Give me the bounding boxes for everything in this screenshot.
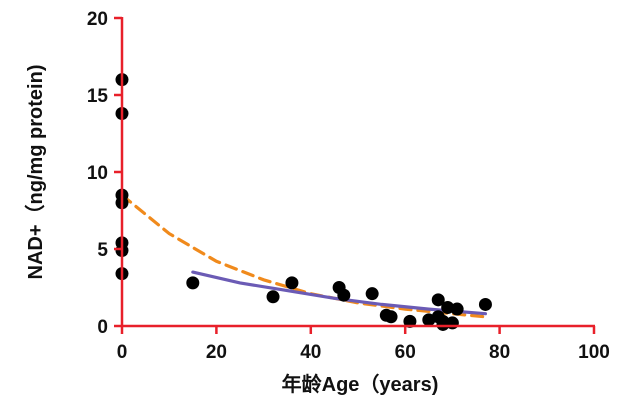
y-axis-ticks: 0 5 10 15 20 (87, 9, 122, 338)
data-point (445, 316, 459, 330)
data-point (478, 297, 492, 311)
y-tick-label: 5 (97, 240, 108, 261)
data-point (285, 276, 299, 290)
fit-curve-solid (191, 270, 487, 316)
data-point (365, 287, 379, 301)
x-tick-label: 60 (395, 342, 416, 363)
data-point (384, 310, 398, 324)
y-axis-title: NAD+（ng/mg protein) (24, 65, 47, 280)
x-tick-label: 20 (206, 342, 227, 363)
data-point (337, 288, 351, 302)
x-axis-ticks: 0 20 40 60 80 100 (117, 326, 610, 363)
x-tick-label: 0 (117, 342, 128, 363)
x-tick-label: 80 (489, 342, 510, 363)
y-tick-label: 20 (87, 9, 108, 30)
data-point (186, 276, 200, 290)
data-point (431, 293, 445, 307)
fit-curves (120, 193, 487, 319)
fit-curve-dashed (120, 193, 487, 319)
x-axis-title: 年龄Age（years) (282, 372, 439, 396)
x-tick-label: 40 (300, 342, 321, 363)
y-tick-label: 10 (87, 163, 108, 184)
y-tick-label: 15 (87, 86, 109, 107)
data-point (266, 290, 280, 304)
y-tick-label: 0 (97, 317, 108, 338)
data-point (450, 302, 464, 316)
x-tick-label: 100 (578, 342, 610, 363)
data-point (403, 314, 417, 328)
